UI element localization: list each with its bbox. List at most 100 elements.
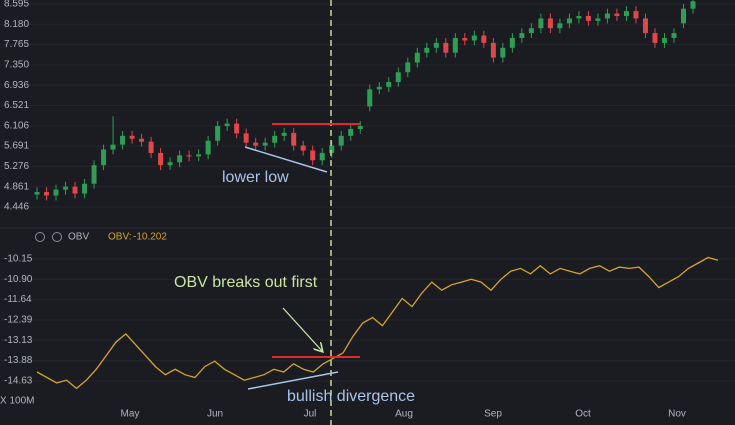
candle-body [614,13,620,16]
annotation: OBV breaks out first [174,274,318,291]
candle-body [291,132,297,146]
candle-body [395,72,401,83]
candle-body [557,23,563,29]
candle-body [500,47,506,58]
candle-body [652,33,658,43]
candle-body [300,145,306,151]
candle-body [63,186,69,190]
y-tick-label: 8.180 [4,19,29,30]
candle-body [120,135,126,145]
candle-body [148,141,154,153]
y-tick-label: -13.88 [4,355,33,366]
candle-body [576,15,582,19]
candle-body [186,155,192,157]
candle-body [538,18,544,29]
candle-body [633,11,639,19]
candle-body [158,152,164,166]
settings-icon[interactable] [35,232,45,242]
trend-line [244,146,328,173]
candle-body [481,35,487,43]
candle-body [462,38,468,41]
candle-body [452,38,458,53]
candle-body [671,33,677,39]
candle-body [53,189,59,196]
candle-body [319,152,325,161]
y-tick-label: 6.936 [4,80,29,91]
y-tick-label: -12.39 [4,315,33,326]
candle-body [604,13,610,19]
trend-line [247,371,339,390]
candle-body [72,186,78,194]
candle-body [196,154,202,157]
candle-body [424,47,430,53]
candle-body [243,133,249,143]
y-tick-label: 6.106 [4,120,29,131]
y-tick-label: 7.765 [4,39,29,50]
candle-body [595,18,601,21]
x-tick-label: Jun [207,409,223,420]
x-tick-label: Nov [668,409,686,420]
candle-body [661,38,667,43]
x-tick-label: Oct [575,409,591,420]
candle-body [471,35,477,41]
candle-body [566,18,572,24]
candle-body [386,82,392,87]
candle-body [101,149,107,166]
candle-body [310,150,316,161]
y-tick-label: -11.64 [4,294,32,305]
y-tick-label: 4.446 [4,202,29,213]
y-tick-label: -10.15 [4,254,33,265]
candle-body [367,89,373,107]
candle-body [490,42,496,58]
annotation: lower low [222,169,289,186]
x-tick-label: May [121,409,140,420]
candle-body [414,52,420,63]
candle-body [129,135,135,139]
candle-body [234,123,240,134]
x-tick-label: Aug [395,409,413,420]
y-tick-label: 4.861 [4,181,29,192]
candle-body [215,126,221,141]
candle-body [272,135,278,143]
candle-body [376,86,382,90]
y-tick-label: -14.63 [4,376,33,387]
y-tick-label: 5.691 [4,141,29,152]
y-tick-label: -10.90 [4,274,33,285]
candle-body [34,192,40,195]
candle-body [205,140,211,155]
candle-body [585,15,591,21]
y-tick-label: 7.350 [4,60,29,71]
candle-body [680,8,686,24]
candle-body [281,132,287,136]
candle-body [690,1,696,9]
candle-body [519,33,525,39]
close-icon[interactable] [52,232,62,242]
candle-body [44,192,50,196]
candle-body [110,144,116,150]
indicator-name: OBV [68,232,89,243]
candle-body [547,18,553,29]
candle-body [91,165,97,184]
candle-body [224,123,230,127]
candle-body [357,126,363,129]
arrow [282,307,322,351]
indicator-caption: OBV: [108,232,132,243]
annotation: bullish divergence [287,388,415,405]
candle-body [177,155,183,163]
y-tick-label: 8.595 [4,0,29,10]
candle-body [443,42,449,53]
candle-body [433,42,439,48]
y-unit: X 100M [0,396,34,407]
candle-body [139,138,145,142]
candle-body [405,62,411,73]
y-tick-label: -13.13 [4,335,33,346]
obv-line [36,256,719,390]
candle-body [509,38,515,48]
y-tick-label: 6.521 [4,100,29,111]
candle-body [167,162,173,166]
y-tick-label: 5.276 [4,161,29,172]
x-tick-label: Jul [304,409,317,420]
x-tick-label: Sep [484,409,502,420]
candle-body [253,142,259,146]
